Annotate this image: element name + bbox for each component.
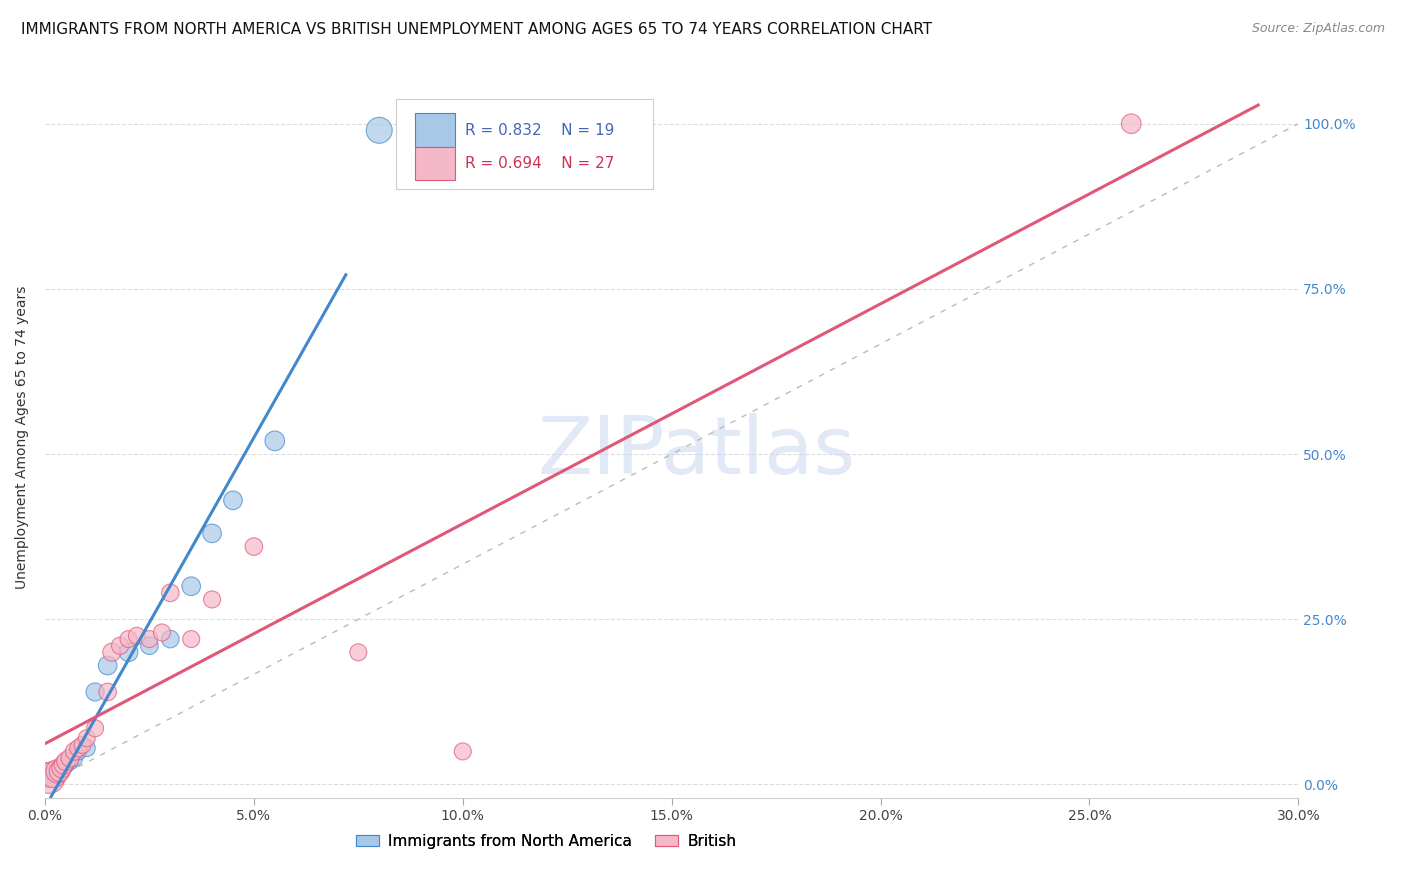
Point [38,771,60,785]
Text: Source: ZipAtlas.com: Source: ZipAtlas.com [1251,22,1385,36]
Point [180,579,202,593]
Point [222,493,245,508]
Point [243,540,266,554]
Point [67,741,90,756]
Point [51,761,73,775]
Point [101,645,124,659]
Point [55,757,77,772]
Point [51,761,73,775]
Point [125,629,148,643]
Point [72,738,94,752]
Point [180,632,202,646]
Text: R = 0.832    N = 19: R = 0.832 N = 19 [465,122,614,137]
Point [451,744,474,758]
Legend: Immigrants from North America, British: Immigrants from North America, British [350,828,742,855]
FancyBboxPatch shape [415,147,454,180]
Point [38,771,60,785]
Point [46,764,69,779]
Point [63,744,86,758]
Point [117,645,139,659]
Point [97,685,120,699]
Point [63,751,86,765]
Point [159,586,181,600]
Y-axis label: Unemployment Among Ages 65 to 74 years: Unemployment Among Ages 65 to 74 years [15,285,30,590]
Point [42,767,65,781]
Point [159,632,181,646]
Point [59,751,82,765]
Point [76,731,98,746]
Point [55,755,77,769]
Point [201,526,224,541]
Point [46,764,69,779]
Point [263,434,285,448]
Point [150,625,173,640]
Point [52,757,75,772]
Point [84,721,107,735]
Text: IMMIGRANTS FROM NORTH AMERICA VS BRITISH UNEMPLOYMENT AMONG AGES 65 TO 74 YEARS : IMMIGRANTS FROM NORTH AMERICA VS BRITISH… [21,22,932,37]
Text: ZIPatlas: ZIPatlas [537,413,856,491]
Point [138,632,160,646]
Point [76,741,98,756]
Point [48,764,70,779]
Point [59,755,82,769]
FancyBboxPatch shape [415,113,454,146]
Point [97,658,120,673]
Text: R = 0.694    N = 27: R = 0.694 N = 27 [465,156,614,171]
Point [42,767,65,781]
FancyBboxPatch shape [396,99,652,189]
Point [201,592,224,607]
Point [84,685,107,699]
Point [368,123,391,137]
Point [67,744,90,758]
Point [138,639,160,653]
Point [347,645,370,659]
Point [117,632,139,646]
Point [108,639,131,653]
Point [1121,117,1143,131]
